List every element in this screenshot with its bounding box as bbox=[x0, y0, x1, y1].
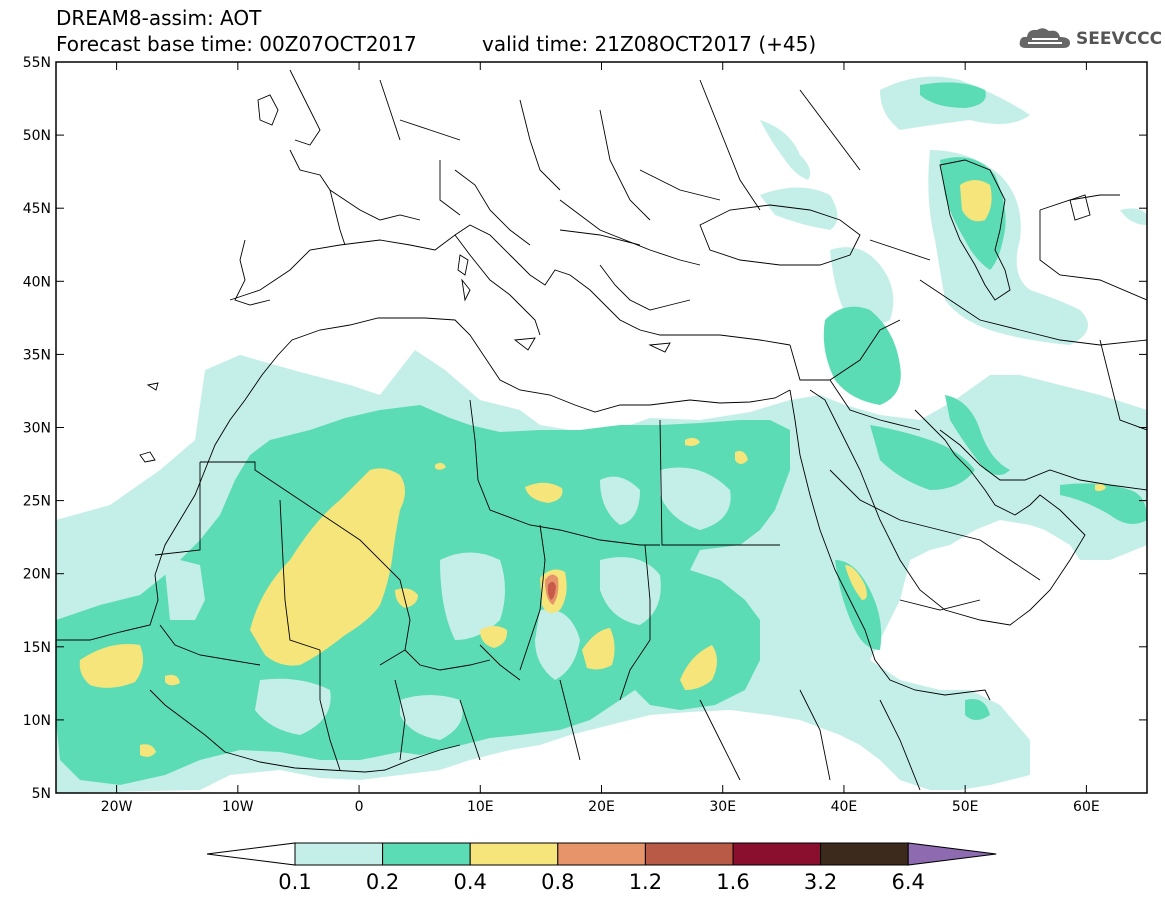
lat-tick-label: 55N bbox=[23, 55, 51, 71]
colorbar bbox=[206, 842, 997, 866]
aot-high-band bbox=[79, 180, 1106, 757]
cloud-icon bbox=[1019, 28, 1070, 48]
lat-tick-label: 40N bbox=[23, 274, 51, 290]
colorbar-level-label: 0.8 bbox=[541, 870, 575, 894]
colorbar-low-arrow bbox=[206, 842, 296, 866]
lon-tick-label: 30E bbox=[709, 799, 736, 815]
lat-tick-label: 45N bbox=[23, 201, 51, 217]
colorbar-segment bbox=[644, 842, 734, 866]
lat-tick-label: 30N bbox=[23, 421, 51, 437]
forecast-base-time: Forecast base time: 00Z07OCT2017 bbox=[56, 32, 417, 56]
aot-field bbox=[56, 76, 1147, 793]
lat-tick-label: 10N bbox=[23, 713, 51, 729]
valid-time: valid time: 21Z08OCT2017 (+45) bbox=[482, 32, 817, 56]
colorbar-segment bbox=[732, 842, 822, 866]
lat-tick-label: 50N bbox=[23, 128, 51, 144]
latitude-axis: 55N 50N 45N 40N 35N 30N 25N 20N 15N 10N 5N bbox=[23, 55, 1147, 802]
map-title: DREAM8-assim: AOT bbox=[56, 6, 262, 30]
colorbar-segment bbox=[382, 842, 471, 866]
colorbar-level-label: 1.6 bbox=[716, 870, 750, 894]
colorbar-segment bbox=[557, 842, 646, 866]
logo-text: SEEVCCC bbox=[1076, 29, 1163, 49]
lon-tick-label: 60E bbox=[1073, 799, 1100, 815]
colorbar-level-label: 0.4 bbox=[453, 870, 487, 894]
longitude-axis: 20W 10W 0 10E 20E 30E 40E 50E 60E bbox=[101, 62, 1100, 815]
colorbar-level-label: 0.1 bbox=[278, 870, 312, 894]
aot-low-holes bbox=[255, 467, 731, 740]
lon-tick-label: 50E bbox=[952, 799, 979, 815]
colorbar-segment bbox=[820, 842, 909, 866]
colorbar-segment bbox=[469, 842, 559, 866]
lat-tick-label: 20N bbox=[23, 567, 51, 583]
colorbar-level-label: 0.2 bbox=[365, 870, 400, 894]
lat-tick-label: 15N bbox=[23, 640, 51, 656]
colorbar-segment bbox=[294, 842, 384, 866]
colorbar-high-arrow bbox=[907, 842, 997, 866]
seevccc-logo: SEEVCCC bbox=[1018, 26, 1162, 52]
colorbar-level-label: 6.4 bbox=[891, 870, 925, 894]
lon-tick-label: 40E bbox=[831, 799, 858, 815]
lat-tick-label: 5N bbox=[32, 786, 51, 802]
coastlines-borders bbox=[56, 69, 1147, 791]
colorbar-level-label: 1.2 bbox=[628, 870, 663, 894]
aot-peak bbox=[545, 574, 559, 605]
lon-tick-label: 10W bbox=[222, 799, 254, 815]
lon-tick-label: 20W bbox=[101, 799, 133, 815]
lon-tick-label: 0 bbox=[355, 799, 364, 815]
lon-tick-label: 20E bbox=[588, 799, 615, 815]
lat-tick-label: 35N bbox=[23, 347, 51, 363]
lat-tick-label: 25N bbox=[23, 494, 51, 510]
lon-tick-label: 10E bbox=[467, 799, 494, 815]
colorbar-level-label: 3.2 bbox=[803, 870, 838, 894]
